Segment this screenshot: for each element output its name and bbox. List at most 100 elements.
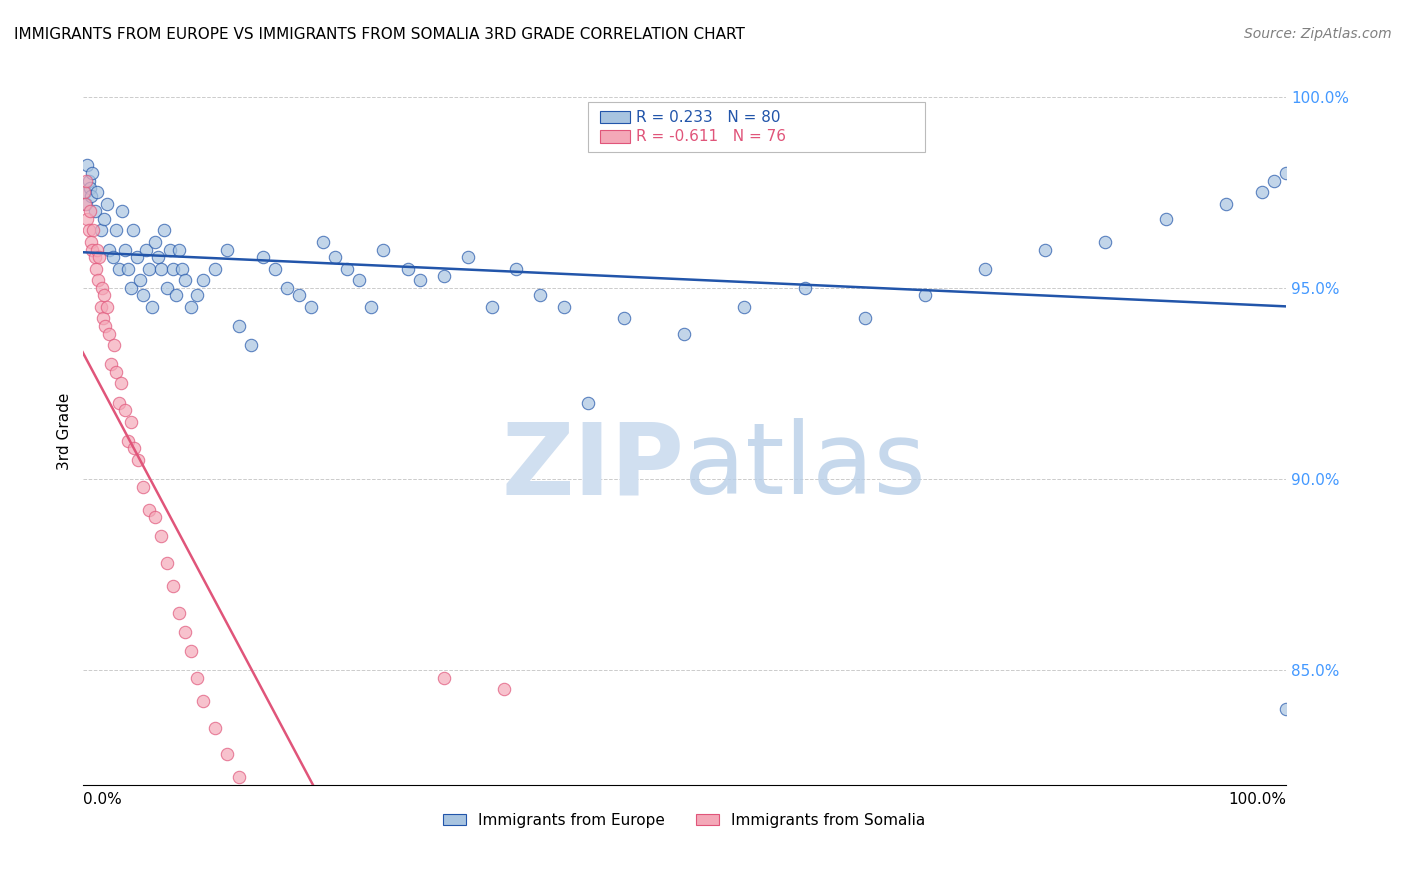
Immigrants from Europe — [114, 243, 136, 257]
Immigrants from Europe — [299, 300, 322, 314]
Immigrants from Europe — [93, 211, 115, 226]
Immigrants from Somalia — [114, 403, 136, 417]
Immigrants from Europe — [215, 243, 238, 257]
Bar — [588, 103, 925, 152]
Immigrants from Europe — [1275, 166, 1298, 180]
Immigrants from Europe — [240, 338, 263, 352]
Immigrants from Europe — [1275, 701, 1298, 715]
Immigrants from Europe — [172, 261, 194, 276]
Text: Source: ZipAtlas.com: Source: ZipAtlas.com — [1244, 27, 1392, 41]
Immigrants from Europe — [793, 281, 815, 295]
Immigrants from Somalia — [94, 319, 117, 334]
Immigrants from Europe — [228, 319, 250, 334]
Immigrants from Somalia — [186, 671, 208, 685]
Immigrants from Europe — [120, 281, 142, 295]
Immigrants from Europe — [204, 261, 226, 276]
Immigrants from Europe — [673, 326, 696, 341]
Immigrants from Europe — [1033, 243, 1056, 257]
Immigrants from Somalia — [120, 415, 142, 429]
Immigrants from Somalia — [127, 453, 149, 467]
Immigrants from Europe — [107, 261, 129, 276]
Immigrants from Somalia — [215, 747, 238, 762]
Legend: Immigrants from Europe, Immigrants from Somalia: Immigrants from Europe, Immigrants from … — [437, 807, 931, 834]
Immigrants from Somalia — [84, 261, 107, 276]
Immigrants from Somalia — [83, 250, 105, 264]
Text: 0.0%: 0.0% — [83, 792, 121, 807]
Immigrants from Europe — [141, 300, 163, 314]
Bar — [600, 111, 630, 123]
Immigrants from Europe — [135, 243, 157, 257]
Immigrants from Europe — [90, 223, 112, 237]
Immigrants from Somalia — [86, 243, 108, 257]
Immigrants from Europe — [159, 243, 181, 257]
Immigrants from Europe — [132, 288, 155, 302]
Immigrants from Somalia — [107, 395, 129, 409]
Immigrants from Europe — [101, 250, 124, 264]
Immigrants from Europe — [117, 261, 139, 276]
Immigrants from Somalia — [433, 671, 456, 685]
Immigrants from Europe — [80, 189, 103, 203]
Immigrants from Europe — [288, 288, 311, 302]
Text: R = -0.611   N = 76: R = -0.611 N = 76 — [636, 128, 786, 144]
Immigrants from Europe — [1251, 185, 1274, 199]
Immigrants from Europe — [166, 288, 188, 302]
Immigrants from Europe — [481, 300, 503, 314]
Immigrants from Europe — [173, 273, 195, 287]
Immigrants from Somalia — [82, 223, 104, 237]
Immigrants from Somalia — [76, 211, 98, 226]
Text: IMMIGRANTS FROM EUROPE VS IMMIGRANTS FROM SOMALIA 3RD GRADE CORRELATION CHART: IMMIGRANTS FROM EUROPE VS IMMIGRANTS FRO… — [14, 27, 745, 42]
Immigrants from Somalia — [87, 273, 110, 287]
Immigrants from Somalia — [90, 300, 112, 314]
Immigrants from Europe — [264, 261, 287, 276]
Immigrants from Somalia — [492, 682, 515, 697]
Immigrants from Somalia — [96, 300, 118, 314]
Immigrants from Somalia — [180, 644, 202, 658]
Immigrants from Europe — [148, 250, 170, 264]
Immigrants from Somalia — [100, 357, 122, 371]
Text: atlas: atlas — [685, 418, 927, 516]
Text: ZIP: ZIP — [502, 418, 685, 516]
Immigrants from Europe — [974, 261, 997, 276]
Immigrants from Europe — [349, 273, 371, 287]
Immigrants from Europe — [143, 235, 166, 249]
Immigrants from Somalia — [110, 376, 132, 391]
Immigrants from Somalia — [73, 185, 96, 199]
Immigrants from Somalia — [91, 311, 114, 326]
Immigrants from Somalia — [124, 442, 146, 456]
Immigrants from Europe — [1154, 211, 1177, 226]
Immigrants from Somalia — [156, 556, 179, 570]
Immigrants from Somalia — [149, 529, 172, 543]
Immigrants from Somalia — [98, 326, 121, 341]
Immigrants from Europe — [853, 311, 876, 326]
Immigrants from Europe — [156, 281, 179, 295]
Immigrants from Europe — [122, 223, 145, 237]
Immigrants from Europe — [125, 250, 148, 264]
Immigrants from Somalia — [80, 235, 103, 249]
Immigrants from Somalia — [132, 480, 155, 494]
Immigrants from Europe — [553, 300, 575, 314]
Immigrants from Europe — [82, 166, 104, 180]
Immigrants from Europe — [83, 204, 105, 219]
Immigrants from Somalia — [191, 694, 214, 708]
Immigrants from Europe — [433, 269, 456, 284]
Immigrants from Europe — [79, 181, 101, 195]
Immigrants from Europe — [77, 174, 100, 188]
Immigrants from Europe — [1263, 174, 1285, 188]
Immigrants from Europe — [96, 196, 118, 211]
Immigrants from Europe — [162, 261, 184, 276]
Immigrants from Somalia — [105, 365, 128, 379]
Immigrants from Somalia — [89, 250, 111, 264]
Immigrants from Somalia — [143, 510, 166, 524]
Immigrants from Somalia — [204, 721, 226, 735]
Immigrants from Somalia — [93, 288, 115, 302]
Immigrants from Europe — [180, 300, 202, 314]
Immigrants from Europe — [167, 243, 190, 257]
Immigrants from Europe — [576, 395, 599, 409]
Immigrants from Europe — [186, 288, 208, 302]
Immigrants from Europe — [408, 273, 430, 287]
Immigrants from Europe — [76, 158, 98, 172]
Immigrants from Somalia — [75, 174, 97, 188]
Immigrants from Europe — [914, 288, 936, 302]
Immigrants from Somalia — [77, 223, 100, 237]
Immigrants from Somalia — [173, 625, 195, 640]
